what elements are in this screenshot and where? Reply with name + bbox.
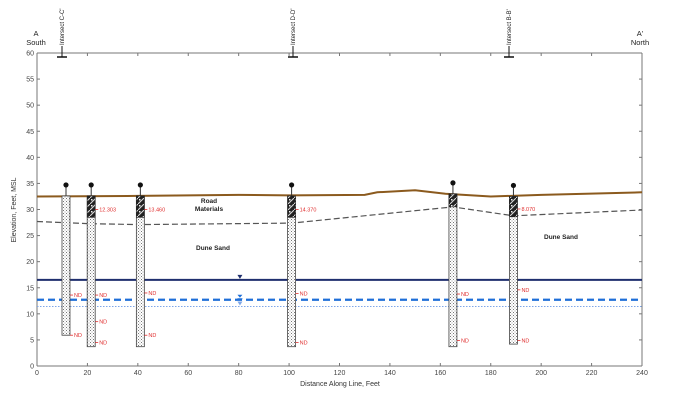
boreholes: NDND12.303NDNDND13.460NDND14.370NDNDNDND…	[61, 180, 535, 348]
dune-sand-label-right: Dune Sand	[544, 234, 578, 241]
plot-frame	[36, 52, 643, 367]
y-tick-label: 60	[26, 51, 34, 58]
x-tick-label: 60	[184, 370, 192, 377]
water-level-triangle-icon	[237, 301, 243, 306]
x-axis-label: Distance Along Line, Feet	[300, 381, 380, 388]
y-tick-label: 10	[26, 311, 34, 318]
nd-label: ND	[148, 291, 156, 297]
nd-label: ND	[521, 288, 529, 294]
dune-sand-label-left: Dune Sand	[196, 245, 230, 252]
nd-label: ND	[300, 341, 308, 347]
water-levels	[37, 278, 642, 308]
nd-label: ND	[148, 333, 156, 339]
x-tick-label: 180	[485, 370, 497, 377]
intersect-cc-label: Intersect C-C'	[60, 9, 66, 46]
sample-value-label: 13.460	[148, 208, 165, 214]
x-axis-ticks: 0 20 40 60 80 100 120 140 160 180 200 220 240	[35, 53, 648, 377]
borehole-marker-icon	[63, 182, 69, 188]
y-tick-label: 40	[26, 155, 34, 162]
y-tick-label: 35	[26, 181, 34, 188]
x-tick-label: 140	[384, 370, 396, 377]
borehole-4: 14.370 ND ND	[287, 182, 317, 348]
nd-label: ND	[461, 338, 469, 344]
borehole-marker-icon	[450, 180, 456, 186]
left-end-label: A	[33, 29, 38, 38]
y-tick-label: 30	[26, 207, 34, 214]
x-tick-label: 200	[535, 370, 547, 377]
borehole-marker-icon	[510, 182, 517, 189]
nd-label: ND	[521, 338, 529, 344]
materials-label: Materials	[195, 206, 224, 213]
nd-label: ND	[74, 293, 82, 299]
x-tick-label: 220	[586, 370, 598, 377]
y-tick-label: 15	[26, 285, 34, 292]
intersect-bb-marker: Intersect B-B'	[504, 9, 514, 58]
borehole-2: 12.303 ND ND ND	[86, 182, 116, 348]
borehole-marker-icon	[289, 182, 295, 188]
borehole-3: 13.460 ND ND	[135, 182, 165, 348]
borehole-marker-icon	[88, 182, 94, 188]
x-tick-label: 20	[84, 370, 92, 377]
nd-label: ND	[74, 333, 82, 339]
y-tick-label: 0	[30, 364, 34, 371]
y-tick-label: 55	[26, 77, 34, 84]
y-axis-ticks: 0 5 10 15 20 25 30 35 40 45 50 55 60	[26, 51, 642, 371]
ground-surface-line	[36, 189, 643, 198]
borehole-6: 8.070 ND ND	[509, 182, 535, 345]
intersect-cc-marker: Intersect C-C'	[57, 9, 67, 58]
x-tick-label: 240	[636, 370, 648, 377]
fill-material-segment	[509, 196, 518, 218]
right-end-label: A'	[637, 29, 644, 38]
x-tick-label: 100	[283, 370, 295, 377]
intersect-dd-marker: Intersect D-D'	[288, 9, 298, 58]
borehole-5: ND ND	[448, 180, 469, 348]
borehole-1: ND ND	[61, 182, 82, 339]
sample-value-label: 8.070	[521, 207, 535, 213]
road-label: Road	[201, 198, 217, 205]
y-tick-label: 20	[26, 259, 34, 266]
right-direction-label: North	[631, 38, 649, 47]
y-tick-label: 5	[30, 337, 34, 344]
y-tick-label: 25	[26, 233, 34, 240]
nd-label: ND	[461, 292, 469, 298]
sample-value-label: 14.370	[300, 208, 317, 214]
x-tick-label: 40	[134, 370, 142, 377]
y-axis-label: Elevation, Feet, MSL	[11, 177, 18, 242]
intersect-bb-label: Intersect B-B'	[507, 9, 513, 45]
nd-label: ND	[300, 291, 308, 297]
x-tick-label: 160	[434, 370, 446, 377]
x-tick-label: 80	[235, 370, 243, 377]
fill-material-segment	[136, 195, 145, 218]
nd-label: ND	[99, 320, 107, 326]
borehole-marker-icon	[137, 182, 143, 188]
nd-label: ND	[99, 293, 107, 299]
intersect-dd-label: Intersect D-D'	[291, 9, 297, 46]
fill-material-segment	[448, 193, 458, 208]
x-tick-label: 120	[334, 370, 346, 377]
sample-value-label: 12.303	[99, 208, 116, 214]
y-tick-label: 50	[26, 103, 34, 110]
water-level-markers	[237, 274, 243, 306]
water-level-symbol-icon	[237, 294, 243, 298]
contact-line	[36, 206, 643, 226]
nd-label: ND	[99, 341, 107, 347]
water-level-triangle-icon	[237, 274, 243, 279]
x-tick-label: 0	[35, 370, 39, 377]
fill-material-segment	[287, 195, 296, 218]
y-tick-label: 45	[26, 129, 34, 136]
left-direction-label: South	[26, 38, 46, 47]
fill-material-segment	[86, 195, 96, 218]
